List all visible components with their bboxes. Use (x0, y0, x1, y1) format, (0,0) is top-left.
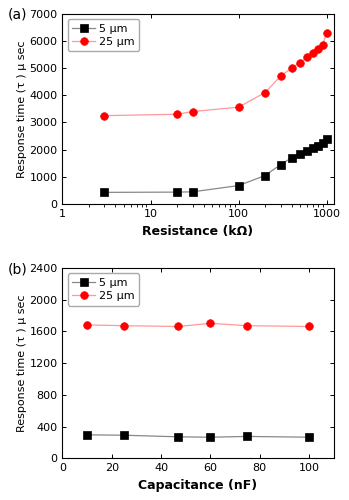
25 μm (176, 324, 180, 330)
5 μm (263, 172, 267, 178)
5 μm (320, 140, 325, 146)
Line: 5 μm: 5 μm (101, 135, 331, 196)
5 μm (175, 189, 179, 195)
25 μm (298, 60, 302, 66)
5 μm (325, 136, 329, 142)
25 μm (191, 108, 195, 114)
5 μm (208, 434, 213, 440)
25 μm (279, 73, 283, 79)
25 μm (316, 46, 320, 52)
Line: 5 μm: 5 μm (83, 431, 313, 441)
5 μm (298, 150, 302, 156)
Line: 25 μm: 25 μm (101, 30, 331, 120)
25 μm (263, 90, 267, 96)
Line: 25 μm: 25 μm (83, 320, 313, 330)
5 μm (85, 432, 89, 438)
25 μm (122, 322, 126, 328)
5 μm (176, 434, 180, 440)
5 μm (122, 432, 126, 438)
25 μm (320, 42, 325, 48)
Y-axis label: Response time (τ ) μ sec: Response time (τ ) μ sec (16, 294, 27, 432)
Legend: 5 μm, 25 μm: 5 μm, 25 μm (68, 274, 139, 306)
25 μm (102, 112, 106, 118)
5 μm (245, 434, 250, 440)
25 μm (245, 322, 250, 328)
25 μm (175, 112, 179, 117)
Text: (a): (a) (8, 8, 28, 22)
5 μm (305, 148, 309, 154)
5 μm (311, 146, 315, 152)
5 μm (290, 155, 294, 161)
X-axis label: Capacitance (nF): Capacitance (nF) (139, 478, 258, 492)
25 μm (208, 320, 213, 326)
25 μm (311, 50, 315, 56)
25 μm (290, 65, 294, 71)
Legend: 5 μm, 25 μm: 5 μm, 25 μm (68, 19, 139, 52)
5 μm (307, 434, 311, 440)
Text: (b): (b) (8, 262, 28, 276)
5 μm (191, 189, 195, 195)
5 μm (316, 142, 320, 148)
Y-axis label: Response time (τ ) μ sec: Response time (τ ) μ sec (17, 40, 27, 177)
25 μm (85, 322, 89, 328)
5 μm (279, 162, 283, 168)
25 μm (305, 54, 309, 60)
25 μm (307, 324, 311, 330)
5 μm (237, 182, 241, 188)
5 μm (102, 190, 106, 196)
25 μm (325, 30, 329, 36)
X-axis label: Resistance (kΩ): Resistance (kΩ) (142, 224, 254, 237)
25 μm (237, 104, 241, 110)
